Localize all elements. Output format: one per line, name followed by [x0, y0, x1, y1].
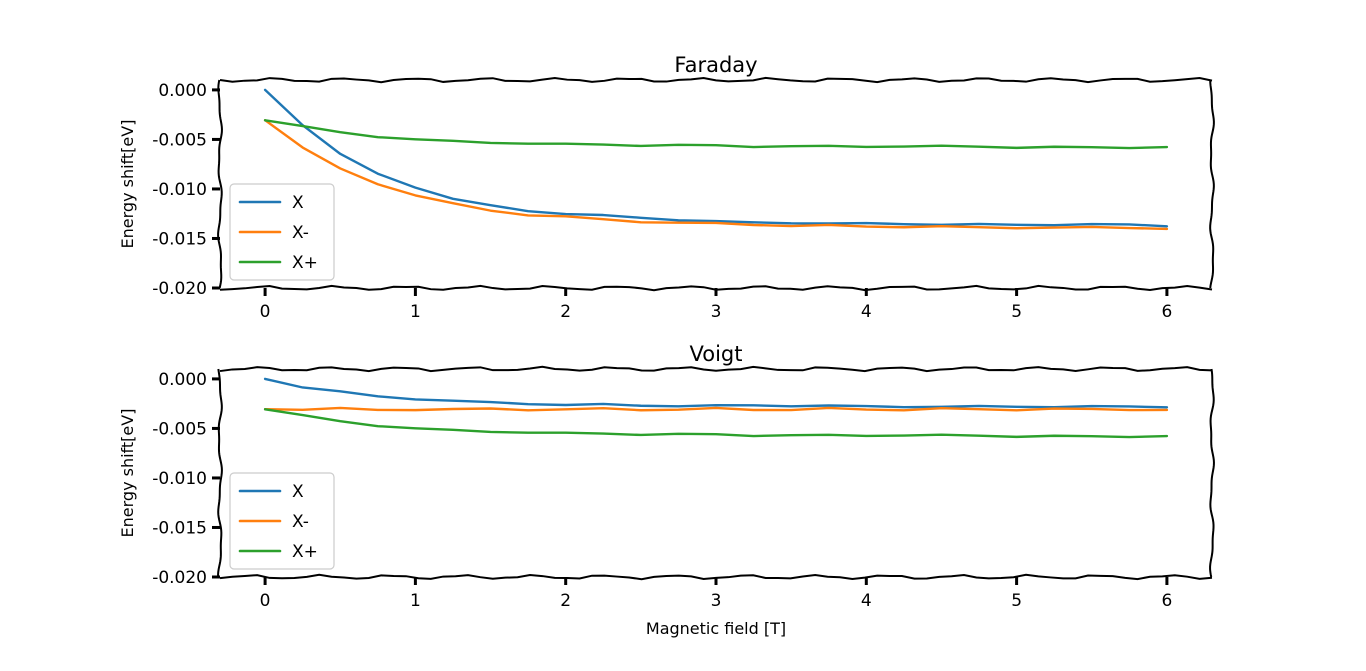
x-axis-label: Magnetic field [T] — [646, 619, 786, 638]
series-line-X- — [263, 406, 1169, 412]
y-tick-label: -0.005 — [152, 419, 207, 439]
legend: X X- X+ — [229, 472, 335, 570]
series-line-X — [263, 377, 1169, 409]
plot-title: Voigt — [690, 342, 743, 366]
axes-frame-left — [217, 368, 223, 578]
axes-frame-right — [1209, 79, 1215, 289]
y-tick-label: -0.020 — [152, 279, 207, 299]
series-line-X+ — [263, 408, 1169, 439]
x-tick-label: 1 — [410, 591, 421, 611]
y-axis-label: Energy shift[eV] — [118, 120, 137, 249]
x-tick-label: 1 — [410, 302, 421, 322]
x-tick-label: 2 — [560, 591, 571, 611]
y-tick-label: 0.000 — [158, 81, 207, 101]
legend-box — [229, 183, 335, 281]
axes-frame-top — [219, 365, 1213, 373]
y-tick-label: -0.010 — [152, 469, 207, 489]
legend-label: X+ — [292, 253, 318, 273]
legend-label: X+ — [292, 542, 318, 562]
y-tick-label: -0.020 — [152, 568, 207, 588]
legend-label: X- — [292, 223, 309, 243]
axes-frame-right — [1209, 368, 1215, 578]
legend-box — [229, 472, 335, 570]
x-tick-label: 5 — [1011, 302, 1022, 322]
x-tick-label: 3 — [711, 591, 722, 611]
x-tick-label: 5 — [1011, 591, 1022, 611]
legend: X X- X+ — [229, 183, 335, 281]
y-tick-label: -0.010 — [152, 180, 207, 200]
x-tick-label: 0 — [260, 591, 271, 611]
axes-frame-top — [219, 76, 1213, 84]
subplot-0: Faraday 0 1 2 3 4 5 6 0.000 -0.005 -0.010 -0.015 -0.… — [118, 53, 1215, 322]
x-tick-label: 4 — [861, 302, 872, 322]
x-tick-label: 2 — [560, 302, 571, 322]
y-tick-label: -0.005 — [152, 130, 207, 150]
x-tick-label: 6 — [1161, 302, 1172, 322]
series-line-X — [263, 88, 1169, 228]
y-tick-label: -0.015 — [152, 229, 207, 249]
series-line-X+ — [263, 119, 1169, 150]
legend-label: X — [292, 482, 304, 502]
y-tick-label: 0.000 — [158, 370, 207, 390]
x-tick-label: 3 — [711, 302, 722, 322]
legend-label: X- — [292, 512, 309, 532]
y-tick-label: -0.015 — [152, 518, 207, 538]
axes-frame-left — [217, 79, 223, 289]
subplot-1: Voigt 0 1 2 3 4 5 6 0.000 -0.005 -0.010 -0.015 -0.02… — [118, 342, 1215, 638]
legend-label: X — [292, 193, 304, 213]
plot-title: Faraday — [674, 53, 757, 77]
x-tick-label: 4 — [861, 591, 872, 611]
x-tick-label: 0 — [260, 302, 271, 322]
series-line-X- — [263, 119, 1169, 231]
x-tick-label: 6 — [1161, 591, 1172, 611]
y-axis-label: Energy shift[eV] — [118, 409, 137, 538]
